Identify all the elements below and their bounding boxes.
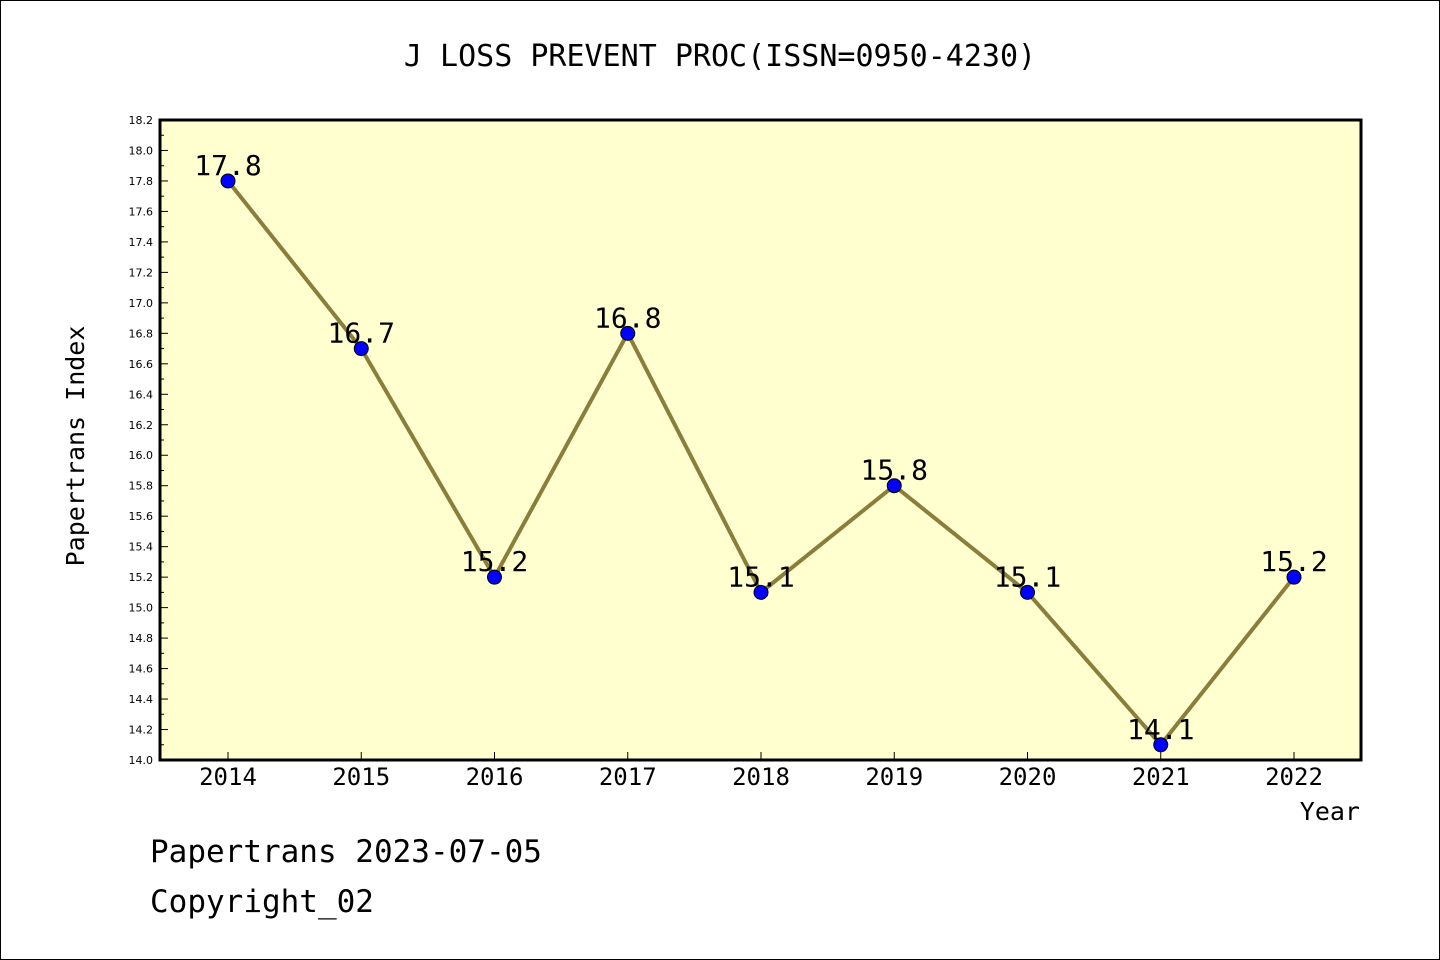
y-tick-label: 16.6 — [129, 358, 154, 371]
data-point — [1020, 584, 1035, 600]
data-point — [1286, 569, 1302, 585]
plot-area — [158, 118, 1363, 762]
y-tick-label: 18.2 — [129, 114, 154, 127]
data-point — [620, 325, 636, 341]
data-label: 15.2 — [461, 545, 528, 578]
data-point — [1153, 737, 1169, 753]
y-tick-label: 15.2 — [129, 571, 154, 584]
y-tick-label: 17.2 — [129, 266, 154, 279]
x-tick-label: 2014 — [199, 763, 257, 791]
y-tick-label: 16.0 — [129, 449, 154, 462]
x-axis: 2014 2015 2016 2017 2018 2019 2020 2021 2022 — [199, 752, 1323, 791]
y-tick-label: 16.4 — [129, 388, 154, 401]
data-label: 16.7 — [328, 317, 395, 350]
y-tick-label: 15.4 — [129, 541, 154, 554]
y-tick-label: 14.0 — [129, 754, 154, 767]
data-label: 16.8 — [594, 301, 661, 334]
data-point — [753, 584, 769, 600]
y-tick-label: 14.2 — [129, 724, 154, 737]
data-label: 15.8 — [861, 454, 928, 487]
x-tick-label: 2022 — [1265, 763, 1323, 791]
y-tick-label: 15.8 — [129, 480, 154, 493]
data-point — [886, 478, 902, 494]
data-label: 17.8 — [194, 149, 261, 182]
data-label: 15.1 — [994, 560, 1061, 593]
data-point — [487, 569, 502, 585]
y-tick-label: 18.0 — [129, 144, 154, 157]
y-tick-label: 16.2 — [129, 419, 154, 432]
x-tick-label: 2018 — [732, 763, 790, 791]
y-axis: 14.0 14.2 14.4 14.6 14.8 15.0 15.2 15.4 15.6 15.8… — [129, 114, 168, 767]
y-axis-label: Papertrans Index — [61, 326, 90, 567]
y-tick-label: 17.8 — [129, 175, 154, 188]
footer-date-line: Papertrans 2023-07-05 — [150, 834, 542, 870]
y-tick-label: 15.0 — [129, 602, 154, 615]
x-tick-label: 2020 — [999, 763, 1057, 791]
y-tick-label: 14.8 — [129, 632, 154, 645]
x-tick-label: 2021 — [1132, 763, 1190, 791]
data-markers — [220, 173, 1302, 753]
x-axis-label: Year — [1300, 797, 1360, 826]
x-tick-label: 2015 — [332, 763, 390, 791]
y-tick-label: 16.8 — [129, 327, 154, 340]
chart-title: J LOSS PREVENT PROC(ISSN=0950-4230) — [404, 39, 1036, 74]
y-tick-label: 14.4 — [129, 693, 154, 706]
data-point — [220, 173, 236, 189]
x-tick-label: 2016 — [466, 763, 524, 791]
y-tick-label: 15.6 — [129, 510, 154, 523]
x-tick-label: 2019 — [865, 763, 923, 791]
y-tick-label: 17.6 — [129, 205, 154, 218]
y-tick-label: 14.6 — [129, 663, 154, 676]
data-label: 15.1 — [727, 560, 794, 593]
y-tick-label: 17.4 — [129, 236, 154, 249]
data-labels: 17.8 16.7 15.2 16.8 15.1 15.8 15.1 14.1 15.2 — [194, 149, 1327, 746]
x-tick-label: 2017 — [599, 763, 657, 791]
data-label: 14.1 — [1127, 713, 1194, 746]
data-label: 15.2 — [1260, 545, 1327, 578]
y-tick-label: 17.0 — [129, 297, 154, 310]
footer-copyright: Copyright_02 — [150, 884, 374, 920]
data-point — [353, 341, 369, 357]
